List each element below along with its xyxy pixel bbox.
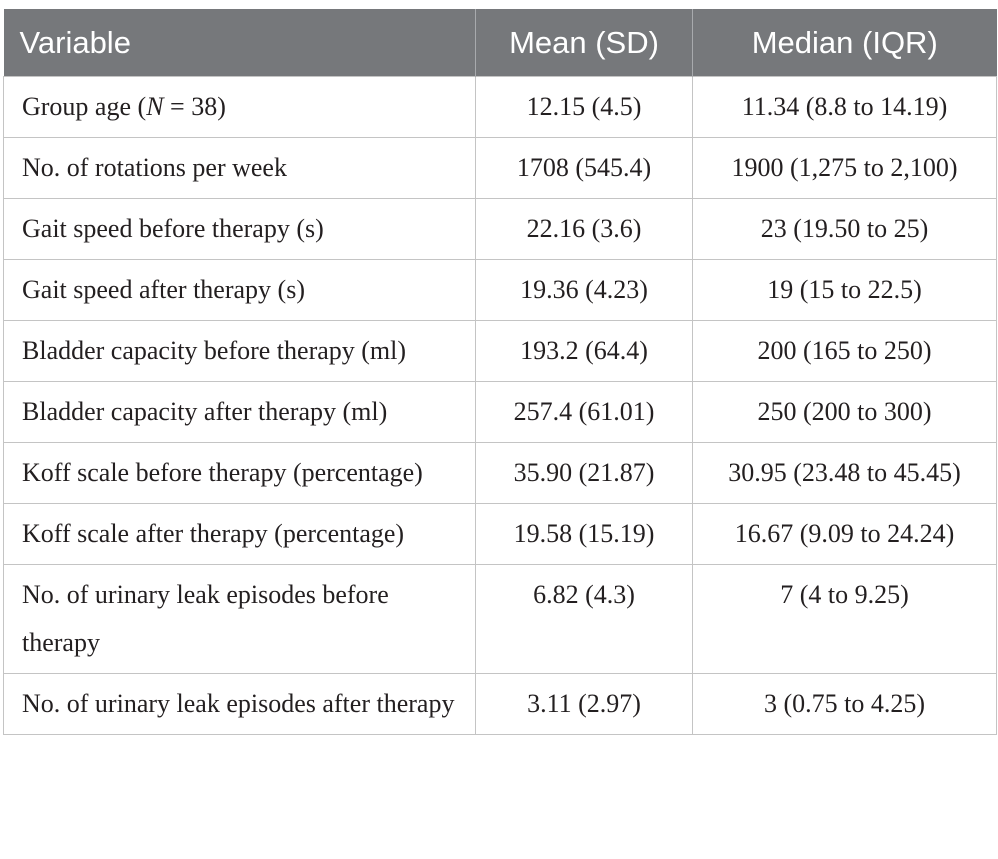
statistics-table: Variable Mean (SD) Median (IQR) Group ag… bbox=[3, 9, 997, 735]
cell-variable: No. of rotations per week bbox=[3, 137, 476, 199]
table-row: Gait speed before therapy (s) 22.16 (3.6… bbox=[3, 198, 997, 260]
table-row: Bladder capacity before therapy (ml) 193… bbox=[3, 320, 997, 382]
cell-variable-italic: N bbox=[146, 92, 164, 121]
cell-mean-sd: 257.4 (61.01) bbox=[475, 381, 693, 443]
header-variable: Variable bbox=[3, 9, 476, 77]
cell-variable: Group age (N = 38) bbox=[3, 76, 476, 138]
table-row: No. of urinary leak episodes before ther… bbox=[3, 564, 997, 674]
header-row: Variable Mean (SD) Median (IQR) bbox=[3, 9, 997, 77]
cell-median-iqr: 16.67 (9.09 to 24.24) bbox=[692, 503, 997, 565]
cell-median-iqr: 11.34 (8.8 to 14.19) bbox=[692, 76, 997, 138]
table-row: Koff scale before therapy (percentage) 3… bbox=[3, 442, 997, 504]
cell-median-iqr: 1900 (1,275 to 2,100) bbox=[692, 137, 997, 199]
table-row: No. of rotations per week 1708 (545.4) 1… bbox=[3, 137, 997, 199]
cell-median-iqr: 19 (15 to 22.5) bbox=[692, 259, 997, 321]
table-row: No. of urinary leak episodes after thera… bbox=[3, 673, 997, 735]
cell-mean-sd: 3.11 (2.97) bbox=[475, 673, 693, 735]
header-mean-sd: Mean (SD) bbox=[475, 9, 693, 77]
cell-variable: Bladder capacity after therapy (ml) bbox=[3, 381, 476, 443]
cell-median-iqr: 7 (4 to 9.25) bbox=[692, 564, 997, 674]
cell-variable-suffix: = 38) bbox=[163, 92, 226, 121]
cell-median-iqr: 23 (19.50 to 25) bbox=[692, 198, 997, 260]
table-row: Koff scale after therapy (percentage) 19… bbox=[3, 503, 997, 565]
cell-variable: Gait speed before therapy (s) bbox=[3, 198, 476, 260]
cell-mean-sd: 19.36 (4.23) bbox=[475, 259, 693, 321]
cell-variable: No. of urinary leak episodes before ther… bbox=[3, 564, 476, 674]
cell-mean-sd: 22.16 (3.6) bbox=[475, 198, 693, 260]
cell-variable: Koff scale before therapy (percentage) bbox=[3, 442, 476, 504]
table-row: Gait speed after therapy (s) 19.36 (4.23… bbox=[3, 259, 997, 321]
cell-variable: Gait speed after therapy (s) bbox=[3, 259, 476, 321]
data-table-container: Variable Mean (SD) Median (IQR) Group ag… bbox=[3, 9, 997, 735]
cell-variable-prefix: Group age ( bbox=[22, 92, 147, 121]
cell-median-iqr: 3 (0.75 to 4.25) bbox=[692, 673, 997, 735]
cell-median-iqr: 30.95 (23.48 to 45.45) bbox=[692, 442, 997, 504]
cell-mean-sd: 6.82 (4.3) bbox=[475, 564, 693, 674]
cell-variable: Bladder capacity before therapy (ml) bbox=[3, 320, 476, 382]
cell-mean-sd: 1708 (545.4) bbox=[475, 137, 693, 199]
cell-median-iqr: 200 (165 to 250) bbox=[692, 320, 997, 382]
cell-variable: No. of urinary leak episodes after thera… bbox=[3, 673, 476, 735]
table-row: Group age (N = 38) 12.15 (4.5) 11.34 (8.… bbox=[3, 76, 997, 138]
cell-median-iqr: 250 (200 to 300) bbox=[692, 381, 997, 443]
cell-mean-sd: 12.15 (4.5) bbox=[475, 76, 693, 138]
table-body: Group age (N = 38) 12.15 (4.5) 11.34 (8.… bbox=[3, 76, 997, 735]
table-row: Bladder capacity after therapy (ml) 257.… bbox=[3, 381, 997, 443]
header-median-iqr: Median (IQR) bbox=[692, 9, 997, 77]
cell-mean-sd: 193.2 (64.4) bbox=[475, 320, 693, 382]
cell-variable: Koff scale after therapy (percentage) bbox=[3, 503, 476, 565]
cell-mean-sd: 19.58 (15.19) bbox=[475, 503, 693, 565]
table-header: Variable Mean (SD) Median (IQR) bbox=[3, 9, 997, 77]
cell-mean-sd: 35.90 (21.87) bbox=[475, 442, 693, 504]
